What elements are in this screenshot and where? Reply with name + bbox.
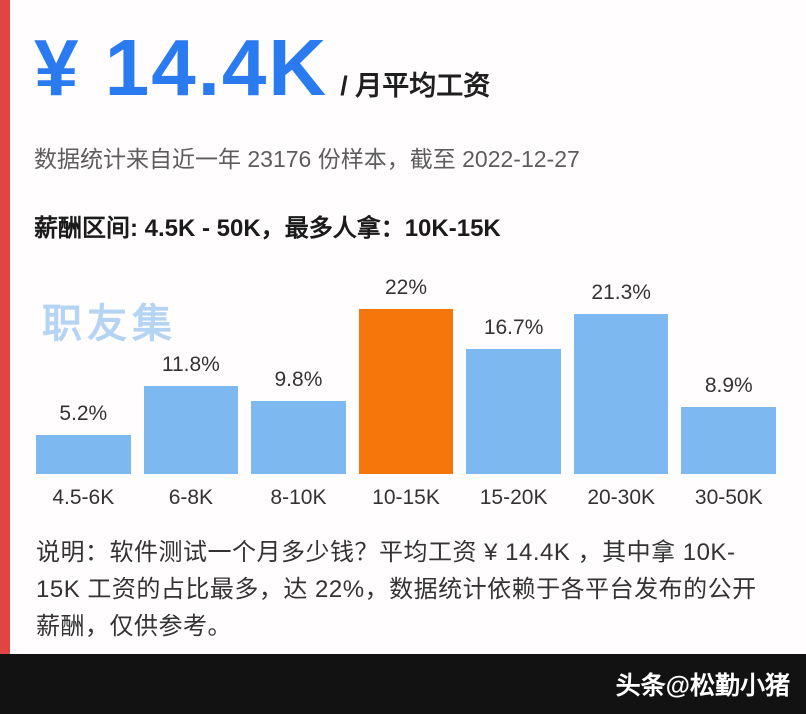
salary-distribution-chart: 职友集 5.2% 11.8% 9.8% 22% 16.7% 21.3% 8.9% 4.5-6… (36, 269, 777, 510)
average-salary-value: ¥ 14.4K (34, 23, 329, 112)
bar (143, 385, 239, 474)
bar (573, 314, 669, 474)
left-accent-strip (0, 0, 10, 654)
category-label: 20-30K (587, 486, 656, 509)
bar-column: 16.7% (466, 316, 561, 474)
footer-bar: 头条@松勤小猪 (0, 654, 806, 714)
bar-column: 21.3% (573, 281, 669, 474)
chart-bars: 5.2% 11.8% 9.8% 22% 16.7% 21.3% 8.9% (36, 269, 777, 474)
category-label: 6-8K (168, 486, 214, 509)
category-label: 10-15K (372, 486, 440, 509)
bar-highlighted (358, 309, 454, 474)
salary-report-card: ¥ 14.4K / 月平均工资 数据统计来自近一年 23176 份样本，截至 2… (10, 0, 806, 646)
bar (681, 407, 777, 474)
category-label: 4.5-6K (52, 486, 115, 509)
title-row: ¥ 14.4K / 月平均工资 (10, 0, 806, 114)
bar-column: 22% (358, 276, 454, 474)
bar-value-label: 11.8% (161, 352, 220, 376)
average-salary-suffix: / 月平均工资 (340, 71, 491, 101)
bar-column: 8.9% (681, 374, 777, 474)
bar-value-label: 22% (385, 276, 428, 299)
bar-column: 11.8% (143, 352, 239, 474)
author-credit: 头条@松勤小猪 (615, 672, 790, 700)
bar-value-label: 5.2% (59, 402, 108, 425)
bar-column: 9.8% (251, 367, 346, 474)
category-label: 8-10K (270, 486, 327, 509)
bar-value-label: 9.8% (274, 367, 323, 391)
salary-range-text: 薪酬区间: 4.5K - 50K，最多人拿：10K-15K (34, 215, 501, 242)
watermark: 职友集 (42, 302, 177, 346)
chart-categories: 4.5-6K 6-8K 8-10K 10-15K 15-20K 20-30K 30-50K (36, 486, 776, 510)
explanation-note: 说明：软件测试一个月多少钱？平均工资 ¥ 14.4K ，其中拿 10K-15K … (36, 539, 757, 641)
bar-value-label: 8.9% (704, 374, 753, 398)
category-label: 15-20K (479, 486, 548, 509)
category-label: 30-50K (694, 486, 763, 509)
bar-value-label: 21.3% (591, 281, 651, 305)
bar (36, 435, 131, 474)
bar-value-label: 16.7% (483, 315, 544, 339)
sample-statistics-text: 数据统计来自近一年 23176 份样本，截至 2022-12-27 (34, 146, 580, 172)
bar (466, 348, 561, 474)
bar-column: 5.2% (36, 402, 131, 474)
bar (251, 400, 346, 474)
